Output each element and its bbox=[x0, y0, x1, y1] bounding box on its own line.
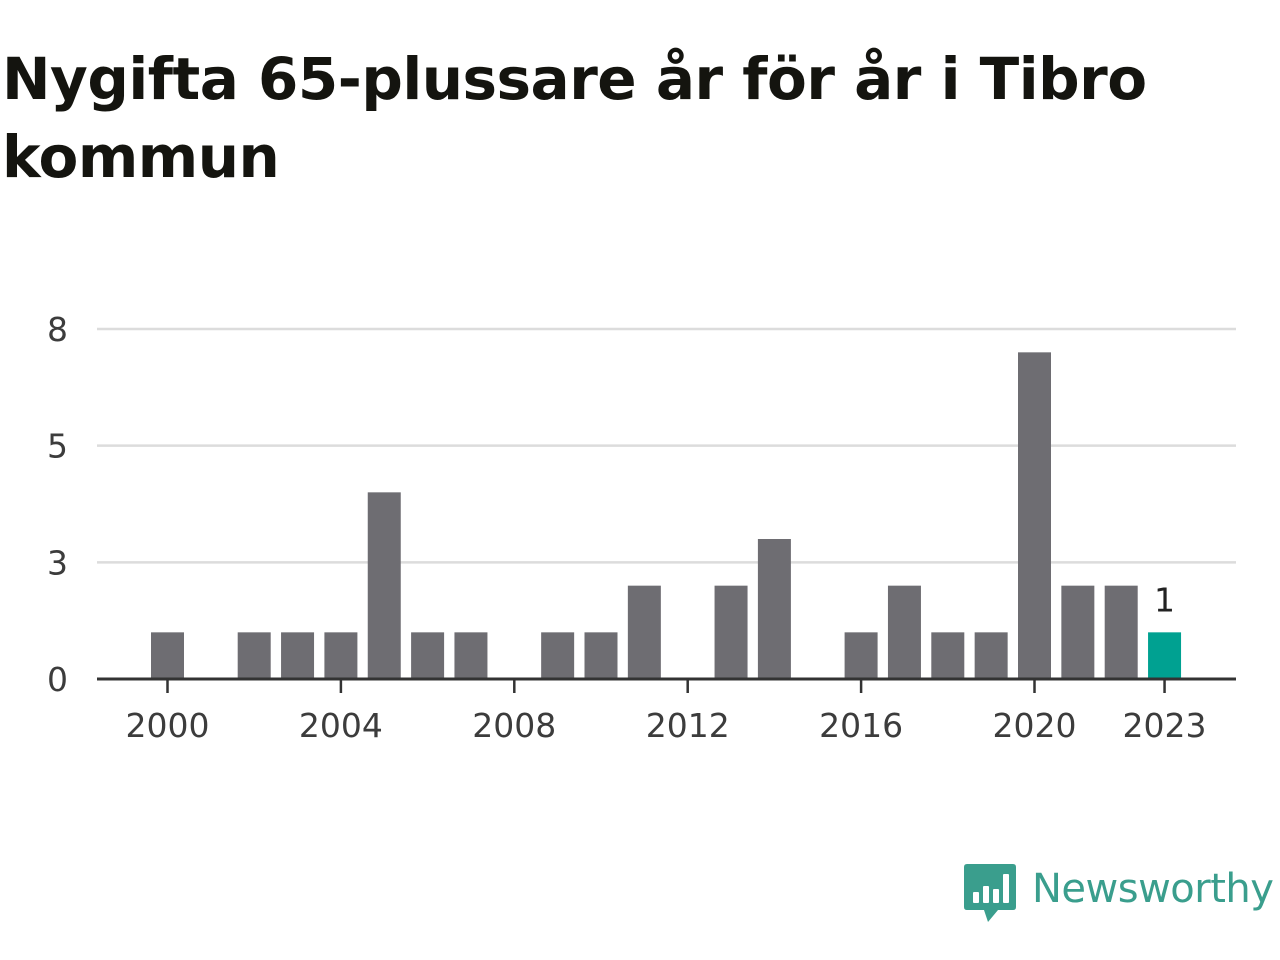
bar-2020 bbox=[1018, 352, 1051, 679]
y-tick-label: 8 bbox=[47, 310, 68, 349]
bar-2007 bbox=[454, 632, 488, 679]
bar-2005 bbox=[367, 492, 401, 679]
brand-name: Newsworthy bbox=[1032, 866, 1274, 912]
x-tick-label: 2008 bbox=[472, 706, 556, 745]
y-tick-label: 5 bbox=[47, 427, 68, 466]
bar-2022 bbox=[1104, 585, 1138, 679]
bar-2009 bbox=[541, 632, 575, 679]
bar-2000 bbox=[151, 632, 184, 679]
labels: 0 3 5 8 1 2000 2004 2008 2012 2016 2020 2023 bbox=[47, 310, 1207, 745]
axes bbox=[97, 677, 1236, 693]
bar-2017 bbox=[887, 585, 921, 679]
bar-2013 bbox=[714, 585, 748, 679]
y-tick-label: 3 bbox=[47, 543, 68, 582]
gridlines bbox=[97, 327, 1236, 564]
bar-2006 bbox=[411, 632, 445, 679]
page-title: Nygifta 65-plussare år för år i Tibro ko… bbox=[2, 45, 1147, 191]
x-tick-label: 2000 bbox=[126, 706, 210, 745]
bar-2018 bbox=[931, 632, 965, 679]
bar-2023 bbox=[1148, 632, 1182, 679]
brand-logo: Newsworthy bbox=[964, 864, 1274, 926]
bar-2003 bbox=[281, 632, 315, 679]
x-tick-label: 2023 bbox=[1123, 706, 1207, 745]
x-tick-label: 2020 bbox=[993, 706, 1077, 745]
bars bbox=[151, 352, 1182, 679]
bar-2004 bbox=[324, 632, 358, 679]
x-tick-label: 2012 bbox=[646, 706, 730, 745]
y-tick-label: 0 bbox=[47, 660, 68, 699]
x-tick-label: 2004 bbox=[299, 706, 383, 745]
newsworthy-logo-icon bbox=[964, 864, 1016, 922]
bar-2021 bbox=[1061, 585, 1095, 679]
data-label-2023: 1 bbox=[1154, 580, 1175, 619]
bar-2011 bbox=[627, 585, 661, 679]
x-tick-label: 2016 bbox=[819, 706, 903, 745]
bar-2019 bbox=[974, 632, 1008, 679]
bar-2002 bbox=[237, 632, 271, 679]
bar-2010 bbox=[584, 632, 618, 679]
bar-2016 bbox=[844, 632, 878, 679]
bar-2014 bbox=[757, 539, 791, 679]
